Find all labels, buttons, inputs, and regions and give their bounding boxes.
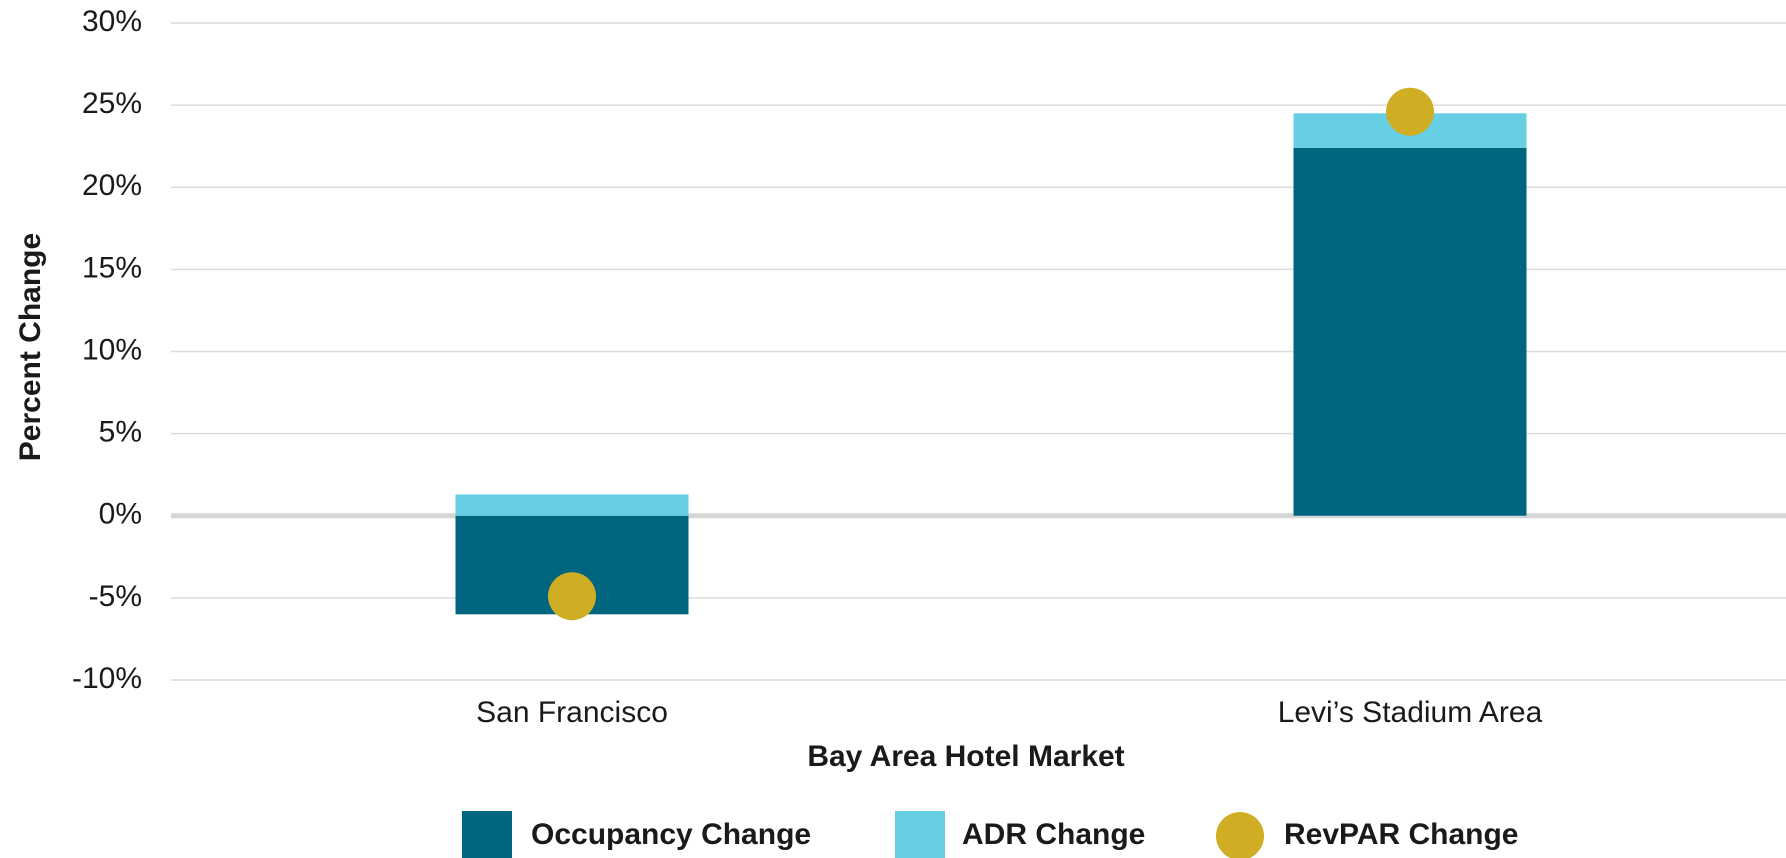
legend-label: Occupancy Change [531,818,811,851]
point [548,572,596,621]
bar [1293,147,1527,516]
y-tick-label: 30% [82,5,142,38]
legend-swatch [895,811,945,858]
point [1386,87,1434,136]
legend-label: ADR Change [962,818,1145,851]
x-tick-label: Levi’s Stadium Area [1278,696,1543,729]
y-tick-label: 15% [82,251,142,284]
legend-label: RevPAR Change [1284,818,1519,851]
y-tick-label: 25% [82,87,142,120]
x-tick-label: San Francisco [476,696,668,729]
y-axis-title: Percent Change [14,233,47,461]
legend-swatch [1216,812,1264,858]
y-tick-label: 5% [99,416,142,449]
legend-swatch [462,811,512,858]
y-tick-label: -10% [72,662,142,695]
x-axis-title: Bay Area Hotel Market [807,740,1124,773]
y-tick-label: 0% [99,498,142,531]
y-tick-label: 10% [82,333,142,366]
bar [455,494,689,516]
y-tick-label: -5% [89,580,142,613]
y-tick-label: 20% [82,169,142,202]
